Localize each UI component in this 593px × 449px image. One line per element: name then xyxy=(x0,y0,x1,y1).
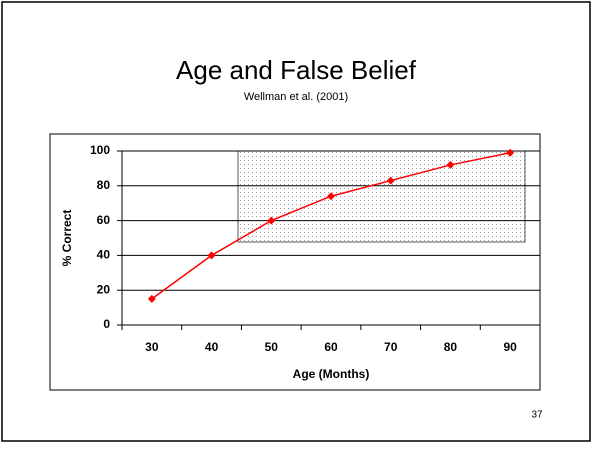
y-tick-label: 80 xyxy=(97,178,111,192)
x-tick-label: 60 xyxy=(324,340,338,354)
chart-subtitle: Wellman et al. (2001) xyxy=(244,91,348,103)
y-axis-label: % Correct xyxy=(60,210,74,267)
y-tick-label: 60 xyxy=(97,213,111,227)
chart-title: Age and False Belief xyxy=(176,55,417,85)
x-tick-label: 90 xyxy=(503,340,517,354)
y-tick-label: 100 xyxy=(90,143,110,157)
data-point xyxy=(267,216,276,225)
x-tick-label: 70 xyxy=(384,340,398,354)
x-axis-label: Age (Months) xyxy=(293,367,370,381)
y-tick-label: 0 xyxy=(103,317,110,331)
data-point xyxy=(207,251,216,260)
overlay-box xyxy=(237,150,526,243)
y-tick-label: 40 xyxy=(97,248,111,262)
data-point xyxy=(147,294,156,303)
x-tick-label: 80 xyxy=(444,340,458,354)
data-point xyxy=(446,160,455,169)
data-point xyxy=(327,192,335,201)
x-tick-label: 30 xyxy=(145,340,159,354)
data-point xyxy=(506,148,515,157)
y-tick-label: 20 xyxy=(97,282,111,296)
x-tick-label: 50 xyxy=(265,340,279,354)
x-tick-label: 40 xyxy=(205,340,219,354)
plot: 0 20 40 60 80 100 30 40 50 60 70 80 90 xyxy=(90,143,541,354)
page-number: 37 xyxy=(531,410,543,421)
data-point xyxy=(386,176,395,185)
